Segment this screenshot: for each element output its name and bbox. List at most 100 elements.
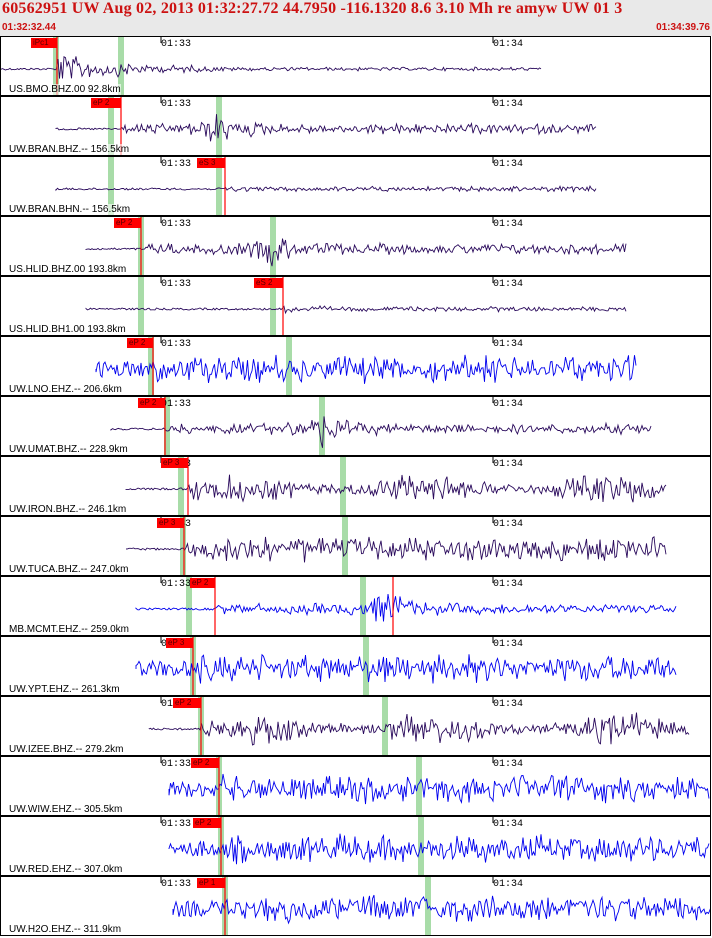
minute-label: 01:33 [161,279,192,290]
minute-label: 01:34 [493,159,524,170]
predicted-phase-marker [216,97,222,155]
predicted-phase-marker [108,157,114,215]
minute-label: 01:34 [493,399,524,410]
minute-label: 01:33 [161,159,192,170]
predicted-phase-marker [360,577,366,635]
phase-pick-label[interactable]: eP 2 [114,218,141,228]
channel-label: UW.LNO.EHZ.-- 206.6km [9,384,122,395]
seismogram-stack: 01:33 01:34 iPc1 US.BMO.BHZ.00 92.8km 01:33 0… [0,36,712,938]
waveform-trace [172,894,710,925]
trace-panel: 01:33 01:34 eP 2 UW.UMAT.BHZ.-- 228.9km [0,396,711,456]
predicted-phase-marker [53,37,59,95]
minute-label: 01:34 [493,699,524,710]
minute-label: 01:34 [493,579,524,590]
seismogram-plot [85,277,627,335]
window-end-time: 01:34:39.76 [656,22,710,33]
phase-pick-label[interactable]: eP 2 [190,578,215,588]
trace-panel: 01:33 01:34 eP 2 MB.MCMT.EHZ.-- 259.0km [0,576,711,636]
waveform-trace [55,184,597,193]
predicted-phase-marker [342,517,348,575]
channel-label: UW.WIW.EHZ.-- 305.5km [9,804,123,815]
channel-label: US.HLID.BH1.00 193.8km [9,324,126,335]
waveform-trace [1,56,542,79]
predicted-phase-marker [138,277,144,335]
trace-panel: 01:33 01:34 eS 3 UW.BRAN.BHN.-- 156.5km [0,156,711,216]
predicted-phase-marker [382,697,388,755]
minute-label: 01:33 [161,579,192,590]
seismogram-plot [135,577,677,635]
minute-label: 01:34 [493,519,524,530]
trace-panel: 01:33 01:34 eP 2 UW.BRAN.BHZ.-- 156.5km [0,96,711,156]
phase-pick-label[interactable]: eP 3 [157,518,184,528]
trace-panel: 01:33 01:34 eS 2 US.HLID.BH1.00 193.8km [0,276,711,336]
channel-label: US.HLID.BHZ.00 193.8km [9,264,127,275]
event-title: 60562951 UW Aug 02, 2013 01:32:27.72 44.… [2,0,623,17]
predicted-phase-marker [319,397,325,455]
minute-label: 01:33 [161,99,192,110]
seismogram-plot [160,757,710,815]
predicted-phase-marker [270,217,276,275]
predicted-phase-marker [418,817,424,875]
minute-label: 01:34 [493,39,524,50]
window-start-time: 01:32:32.44 [2,22,56,33]
minute-label: 01:34 [493,459,524,470]
predicted-phase-marker [286,337,292,395]
channel-label: MB.MCMT.EHZ.-- 259.0km [9,624,130,635]
trace-panel: 01:33 01:34 eP 2 UW.LNO.EHZ.-- 206.6km [0,336,711,396]
predicted-phase-marker [178,457,184,515]
phase-pick-label[interactable]: eP 3 [161,458,188,468]
minute-label: 01:34 [493,219,524,230]
predicted-phase-marker [363,637,369,695]
phase-pick-label[interactable]: eP 2 [127,338,153,348]
phase-pick-label[interactable]: eP 2 [173,698,201,708]
phase-pick-label[interactable]: eP 2 [191,758,219,768]
phase-pick-label[interactable]: eP 2 [138,398,165,408]
predicted-phase-marker [270,277,276,335]
minute-label: 01:34 [493,879,524,890]
minute-label: 01:33 [161,759,192,770]
phase-pick-label[interactable]: eP 1 [197,878,225,888]
seismogram-plot [148,697,690,755]
minute-label: 01:33 [161,819,192,830]
seismogram-plot [160,877,710,935]
minute-label: 01:34 [493,339,524,350]
channel-label: UW.IZEE.BHZ.-- 279.2km [9,744,124,755]
waveform-trace [135,594,677,622]
trace-panel: 01:33 01:34 eP 1 UW.H2O.EHZ.-- 311.9km [0,876,711,936]
waveform-trace [125,535,667,563]
channel-label: UW.BRAN.BHN.-- 156.5km [9,204,131,215]
minute-label: 01:34 [493,279,524,290]
phase-pick-label[interactable]: iPc1 [31,38,57,48]
seismogram-plot [160,817,710,875]
phase-pick-label[interactable]: eP 2 [193,818,221,828]
predicted-phase-marker [180,517,186,575]
waveform-trace [95,354,637,384]
minute-label: 01:33 [161,339,192,350]
seismogram-plot [85,217,627,275]
waveform-trace [55,114,597,142]
channel-label: UW.IRON.BHZ.-- 246.1km [9,504,127,515]
phase-pick-label[interactable]: eS 2 [254,278,283,288]
predicted-phase-marker [186,577,192,635]
phase-pick-label[interactable]: eP 3 [166,638,193,648]
predicted-phase-marker [108,97,114,155]
trace-panel: 01:33 01:34 eP 2 UW.WIW.EHZ.-- 305.5km [0,756,711,816]
waveform-trace [135,653,677,684]
phase-pick-label[interactable]: eP 2 [91,98,121,108]
minute-label: 01:33 [161,399,192,410]
minute-label: 01:34 [493,819,524,830]
minute-label: 01:34 [493,759,524,770]
trace-panel: 01:33 01:34 iPc1 US.BMO.BHZ.00 92.8km [0,36,711,96]
channel-label: UW.YPT.EHZ.-- 261.3km [9,684,120,695]
channel-label: UW.H2O.EHZ.-- 311.9km [9,924,122,935]
channel-label: UW.TUCA.BHZ.-- 247.0km [9,564,129,575]
seismogram-plot [55,157,597,215]
predicted-phase-marker [216,157,222,215]
waveform-trace [85,304,627,315]
waveform-trace [110,416,652,448]
phase-pick-label[interactable]: eS 3 [197,158,225,168]
waveform-trace [85,238,627,267]
